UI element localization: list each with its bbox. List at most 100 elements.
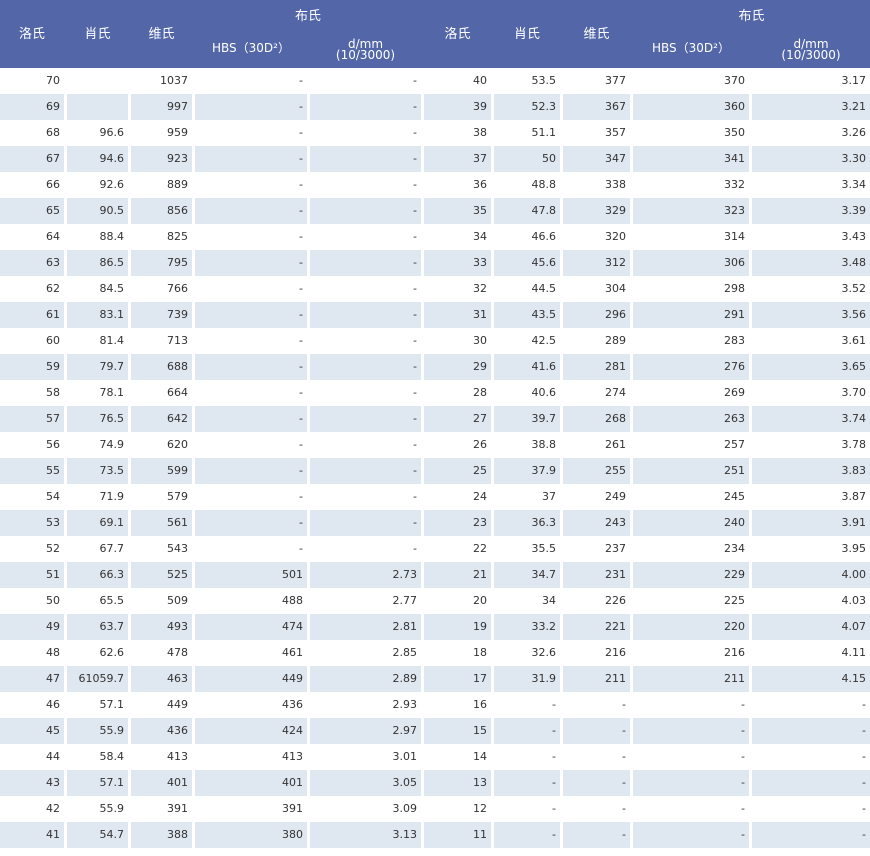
table-cell: - <box>195 94 307 120</box>
table-cell: 38.8 <box>531 438 557 451</box>
table-cell: - <box>310 406 421 432</box>
table-cell: 599 <box>131 458 192 484</box>
table-cell: 48 <box>46 646 60 659</box>
table-cell: 370 <box>724 74 745 87</box>
table-cell: - <box>622 802 626 815</box>
table-cell: 338 <box>605 178 626 191</box>
table-cell: - <box>195 406 307 432</box>
table-cell: 58 <box>46 386 60 399</box>
table-cell: 60 <box>46 334 60 347</box>
table-cell: 51.1 <box>531 126 557 139</box>
table-cell: 329 <box>563 198 630 224</box>
table-cell: 56 <box>46 438 60 451</box>
table-cell: 67 <box>0 146 64 172</box>
table-cell: 579 <box>167 490 188 503</box>
table-cell: 54.7 <box>67 822 128 848</box>
table-cell: 55.9 <box>99 802 125 815</box>
table-cell: 43 <box>0 770 64 796</box>
table-cell: 35 <box>424 198 491 224</box>
table-cell: 263 <box>633 406 749 432</box>
table-cell: 83.1 <box>67 302 128 328</box>
table-cell: 74.9 <box>99 438 125 451</box>
sub-header: HBS（30D²） <box>652 41 730 55</box>
table-cell: 360 <box>633 94 749 120</box>
table-cell: 28 <box>473 386 487 399</box>
table-cell: 39 <box>424 94 491 120</box>
table-cell: 40 <box>473 74 487 87</box>
table-cell: 12 <box>473 802 487 815</box>
table-cell: - <box>310 458 421 484</box>
column-header: 洛氏 <box>444 27 471 42</box>
table-cell: 66.3 <box>67 562 128 588</box>
table-cell: 27 <box>424 406 491 432</box>
table-cell: 240 <box>633 510 749 536</box>
table-cell: 509 <box>167 594 188 607</box>
table-cell: 332 <box>724 178 745 191</box>
table-cell: 436 <box>282 698 303 711</box>
table-cell: 3.30 <box>752 146 870 172</box>
table-cell: 31 <box>424 302 491 328</box>
table-cell: - <box>494 718 560 744</box>
table-cell: 561 <box>131 510 192 536</box>
table-cell: 42 <box>46 802 60 815</box>
table-cell: 68 <box>46 126 60 139</box>
table-cell <box>67 68 128 94</box>
table-cell: 65.5 <box>99 594 125 607</box>
table-cell: 216 <box>724 646 745 659</box>
table-cell: - <box>413 542 417 555</box>
table-cell: - <box>413 438 417 451</box>
table-cell: 2.97 <box>310 718 421 744</box>
table-cell: 320 <box>605 230 626 243</box>
table-cell: 436 <box>131 718 192 744</box>
table-cell: - <box>741 750 745 763</box>
table-cell: 55 <box>0 458 64 484</box>
table-cell: 664 <box>167 386 188 399</box>
table-cell: 37.9 <box>494 458 560 484</box>
table-cell: - <box>862 802 866 815</box>
table-cell: - <box>299 74 303 87</box>
table-cell: 413 <box>282 750 303 763</box>
table-cell: 367 <box>563 94 630 120</box>
table-cell: 243 <box>563 510 630 536</box>
table-cell: 63.7 <box>67 614 128 640</box>
table-cell: 32.6 <box>531 646 557 659</box>
table-cell: 350 <box>724 126 745 139</box>
table-cell: 225 <box>724 594 745 607</box>
table-cell: 20 <box>473 594 487 607</box>
table-cell: - <box>862 750 866 763</box>
table-cell: 211 <box>563 666 630 692</box>
table-cell: 449 <box>195 666 307 692</box>
table-cell: 377 <box>605 74 626 87</box>
table-cell: 41.6 <box>494 354 560 380</box>
table-cell: 39.7 <box>494 406 560 432</box>
table-cell: 84.5 <box>99 282 125 295</box>
table-cell: - <box>195 302 307 328</box>
table-cell: 36.3 <box>494 510 560 536</box>
table-cell: - <box>299 438 303 451</box>
table-cell: 62.6 <box>99 646 125 659</box>
table-cell: 255 <box>563 458 630 484</box>
column-header: 维氏 <box>148 27 175 42</box>
table-cell: 16 <box>473 698 487 711</box>
table-cell: 64 <box>46 230 60 243</box>
table-cell: 283 <box>724 334 745 347</box>
table-cell: 14 <box>473 750 487 763</box>
table-cell: 45.6 <box>494 250 560 276</box>
table-cell: 856 <box>131 198 192 224</box>
table-cell: 449 <box>167 698 188 711</box>
table-cell: 47 <box>0 666 64 692</box>
table-cell: 401 <box>195 770 307 796</box>
table-cell: 341 <box>633 146 749 172</box>
table-cell: - <box>299 178 303 191</box>
table-cell: 795 <box>131 250 192 276</box>
table-cell: 268 <box>563 406 630 432</box>
table-cell: - <box>195 354 307 380</box>
table-cell: - <box>299 282 303 295</box>
table-cell: 291 <box>633 302 749 328</box>
table-cell: - <box>413 386 417 399</box>
group-header: 布氏 <box>294 9 321 24</box>
table-cell: 23 <box>424 510 491 536</box>
sub-header: HBS（30D²） <box>212 41 290 55</box>
table-cell: 70 <box>46 74 60 87</box>
